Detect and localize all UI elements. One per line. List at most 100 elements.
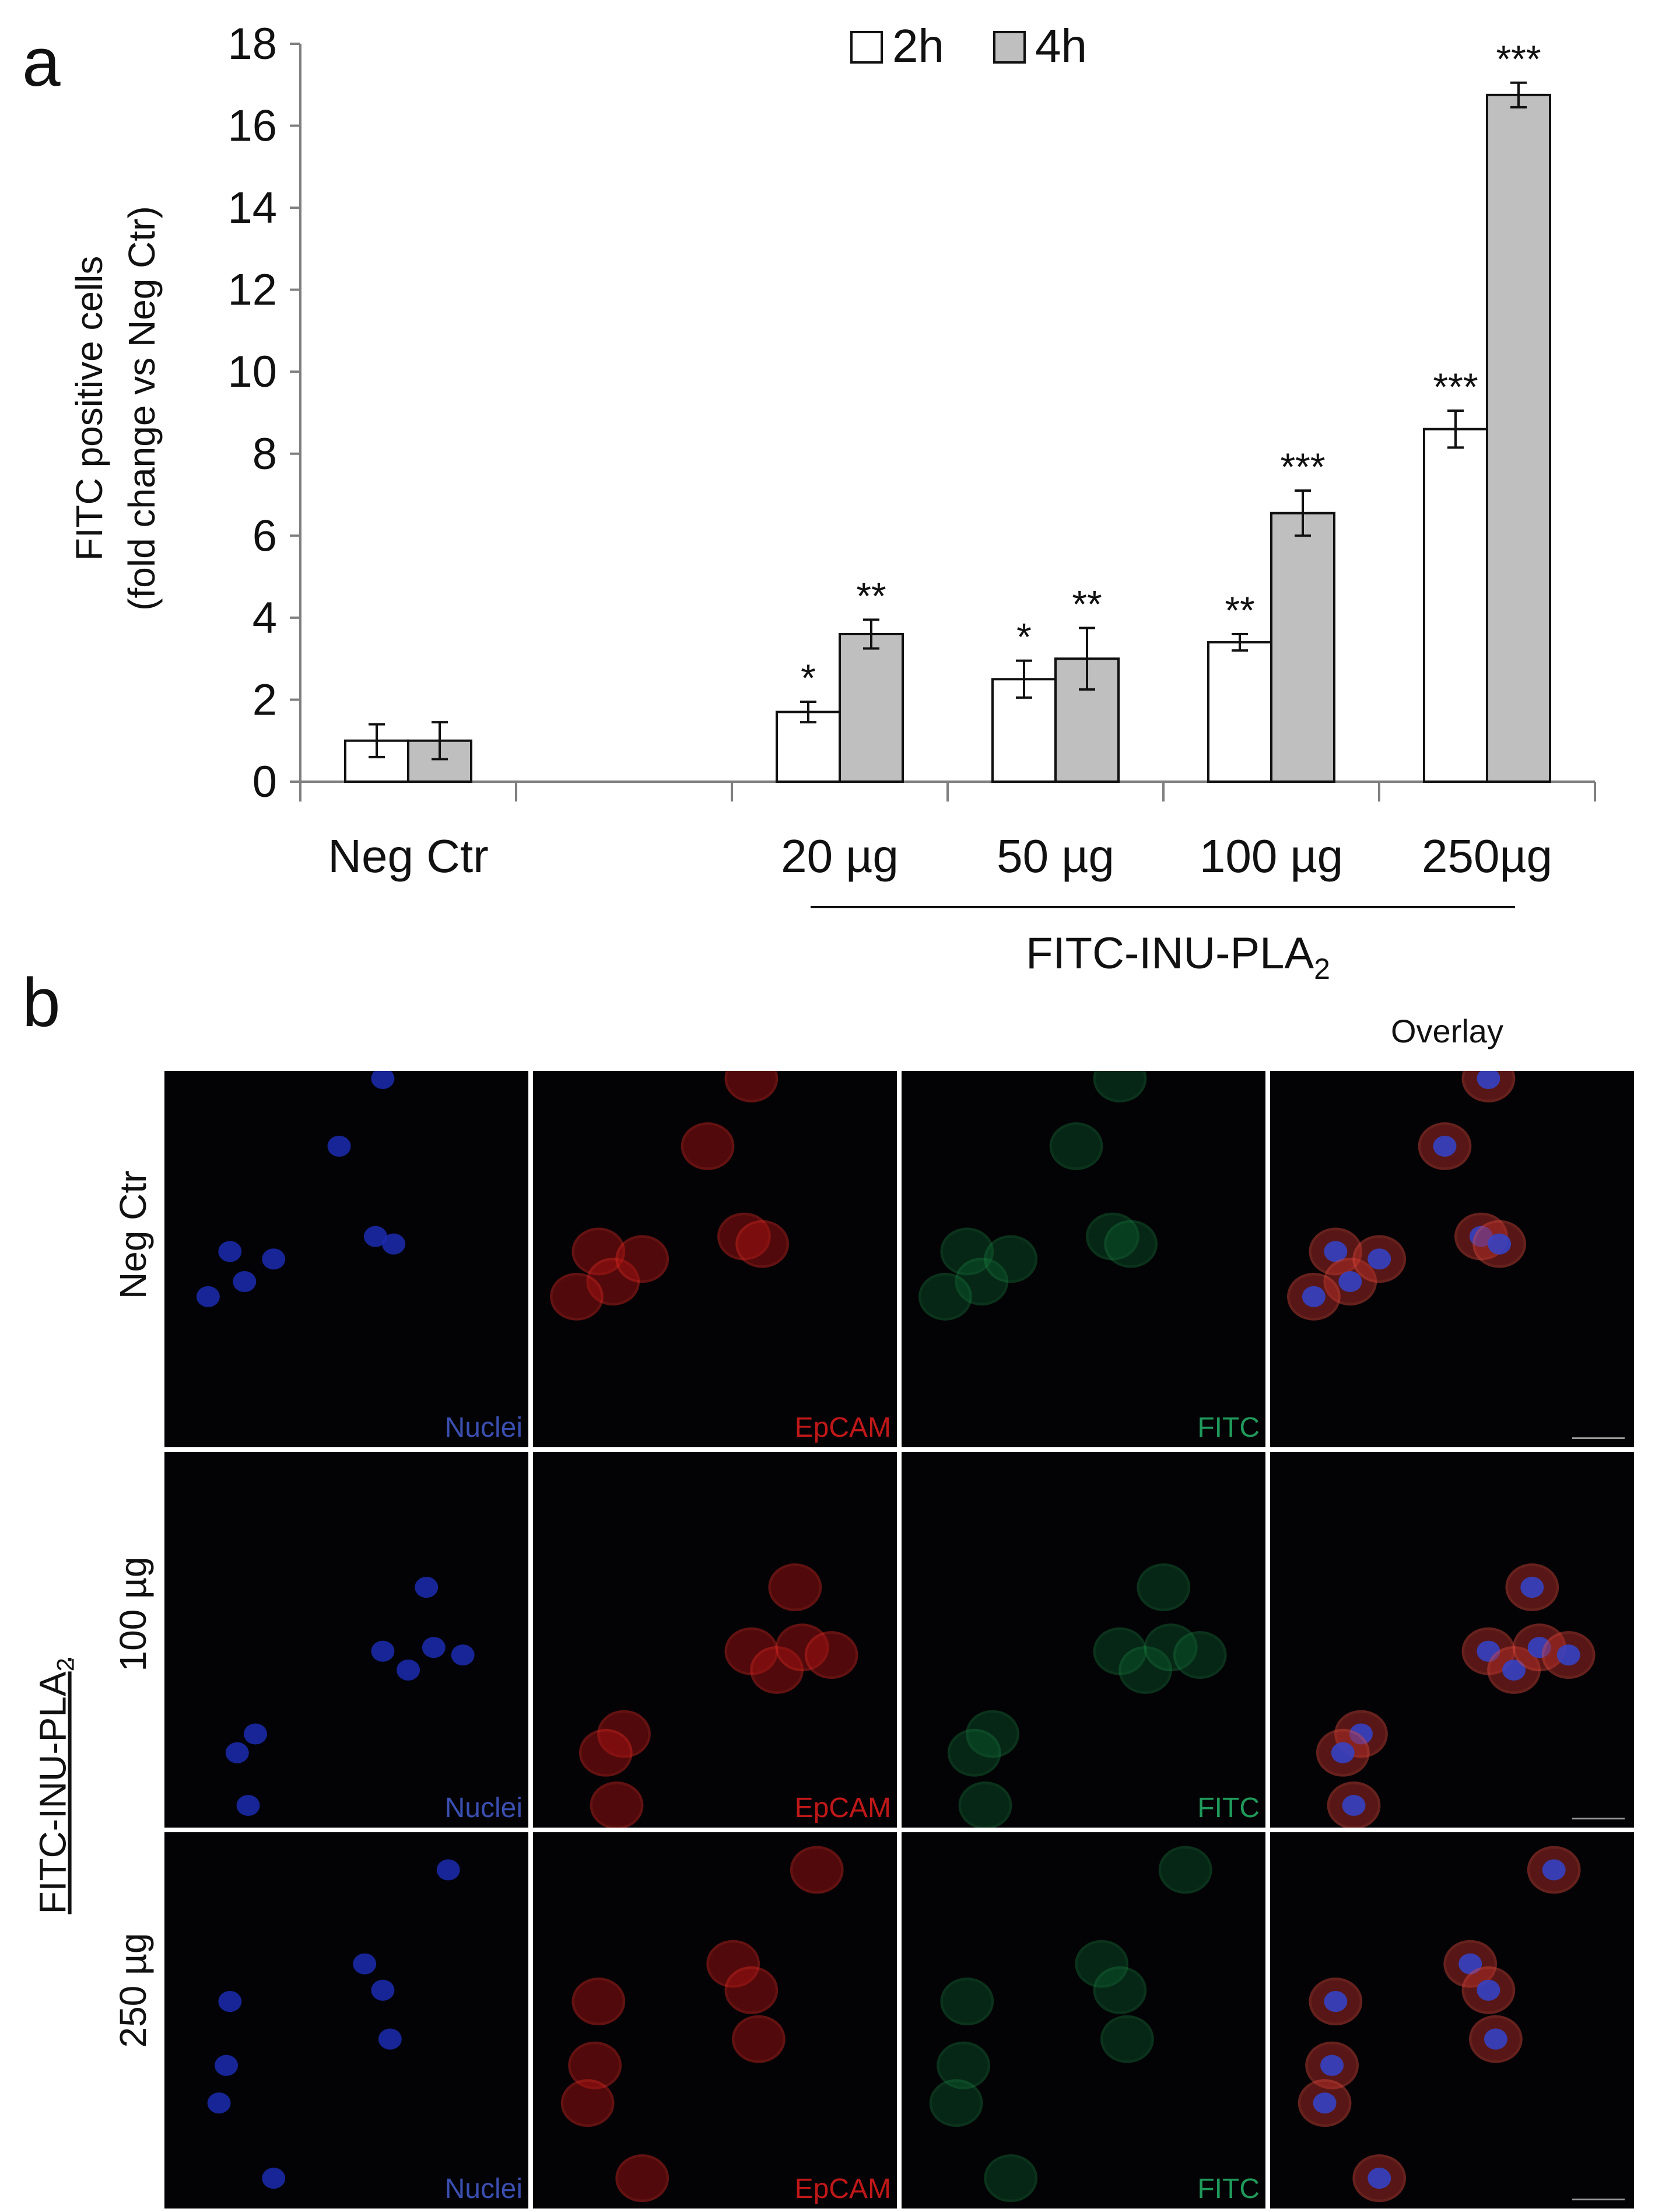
nucleus-shape	[1477, 1640, 1500, 1662]
cell-shape	[571, 1978, 626, 2026]
cell-shape	[735, 1220, 789, 1268]
bars	[344, 93, 1551, 783]
channel-label: Nuclei	[444, 1412, 523, 1443]
significance-label: *	[1016, 615, 1032, 659]
micrograph-image	[225, 1576, 475, 1816]
nucleus-shape	[382, 1233, 406, 1255]
nucleus-shape	[1542, 1859, 1566, 1881]
nucleus-shape	[1342, 1794, 1366, 1816]
micrograph-image	[560, 1846, 844, 2203]
x-axis: Neg Ctr 20 µg 50 µg 100 µg 250µg	[299, 780, 1596, 882]
nucleus-shape	[1368, 2168, 1391, 2189]
nucleus-shape	[1349, 1723, 1373, 1745]
cell-shape	[597, 1710, 651, 1758]
cell-shape	[940, 1227, 994, 1276]
x-category-label: 250µg	[1422, 830, 1552, 882]
nucleus-shape	[422, 1636, 446, 1658]
y-tick-label: 10	[227, 347, 277, 397]
x-category-label: Neg Ctr	[328, 830, 489, 882]
nucleus-shape	[1477, 1071, 1500, 1089]
micrograph-r2-c4	[1270, 1451, 1634, 1828]
y-tick-label: 4	[253, 593, 277, 643]
cell-shape	[958, 1781, 1012, 1828]
nucleus-shape	[225, 1742, 249, 1763]
significance-label: **	[856, 574, 886, 617]
y-tick-label: 12	[227, 265, 277, 315]
nucleus-shape	[1520, 1576, 1544, 1598]
nucleus-shape	[415, 1576, 439, 1598]
nucleus-shape	[378, 2028, 402, 2050]
channel-label: EpCAM	[794, 1412, 891, 1443]
nucleus-shape	[207, 2092, 231, 2114]
cell-shape	[804, 1630, 858, 1679]
cell-shape	[1104, 1220, 1158, 1268]
group-label: FITC-INU-PLA2	[1026, 929, 1330, 985]
cell-shape	[1093, 1627, 1147, 1675]
cell-shape	[1100, 2015, 1154, 2063]
legend: 2h 4h	[850, 20, 1087, 72]
micrograph-image	[1298, 1846, 1581, 2203]
x-category-label: 20 µg	[781, 830, 899, 882]
cell-shape	[590, 1781, 644, 1828]
cell-shape	[955, 1258, 1009, 1306]
cell-shape	[918, 1272, 972, 1321]
bar-2h	[991, 678, 1057, 783]
cell-shape	[1093, 1966, 1147, 2015]
y-tick-label: 2	[253, 675, 277, 724]
bar-4h	[1270, 512, 1335, 783]
cell-shape	[940, 1978, 994, 2026]
micrograph-r1-c3: FITC	[902, 1071, 1265, 1447]
cell-shape	[929, 2079, 983, 2127]
micrograph-grid: Nuclei EpCAM FITC Nuclei EpCAM FITC Nuclei EpCA…	[164, 1071, 1634, 2208]
channel-label: Nuclei	[444, 2174, 523, 2204]
cell-shape	[984, 1235, 1038, 1283]
y-tick-label: 0	[253, 757, 277, 807]
significance-label: ***	[1280, 445, 1325, 488]
micrograph-group-label: FITC-INU-PLA2	[31, 1658, 79, 1915]
cell-shape	[724, 1966, 779, 2015]
nucleus-shape	[363, 1226, 387, 1247]
cell-shape	[768, 1563, 822, 1611]
nucleus-shape	[1320, 2054, 1344, 2077]
significance-label: *	[801, 656, 816, 699]
cell-shape	[1144, 1623, 1198, 1671]
nucleus-shape	[371, 1071, 395, 1089]
micrograph-r3-c2: EpCAM	[533, 1832, 897, 2208]
nucleus-shape	[451, 1644, 475, 1665]
channel-label: FITC	[1197, 2174, 1260, 2204]
y-tick-label: 6	[253, 511, 277, 561]
nucleus-shape	[1433, 1135, 1457, 1157]
cell-shape	[1118, 1646, 1172, 1694]
cell-shape	[732, 2015, 786, 2063]
nucleus-shape	[1368, 1248, 1391, 1270]
micrograph-image	[1316, 1563, 1596, 1828]
nucleus-shape	[244, 1723, 267, 1745]
nucleus-shape	[218, 1241, 242, 1262]
nucleus-shape	[436, 1859, 460, 1881]
nucleus-shape	[371, 1980, 395, 2001]
micrograph-image	[196, 1071, 406, 1307]
micrograph-r1-c4	[1270, 1071, 1634, 1447]
bar-2h	[1207, 641, 1272, 783]
micrograph-image	[550, 1071, 789, 1321]
micrograph-r1-c1: Nuclei	[164, 1071, 528, 1447]
micrograph-r2-c2: EpCAM	[533, 1451, 897, 1828]
cell-shape	[550, 1272, 604, 1321]
cell-shape	[560, 2079, 615, 2127]
scale-bar	[1572, 1818, 1625, 1820]
nucleus-shape	[196, 1286, 220, 1307]
cell-shape	[1086, 1212, 1139, 1261]
nucleus-shape	[353, 1953, 377, 1975]
nucleus-shape	[1477, 1980, 1500, 2001]
nucleus-shape	[1324, 1241, 1348, 1262]
significance-labels: ********* ********	[801, 37, 1541, 699]
channel-label: EpCAM	[794, 1793, 891, 1824]
nucleus-shape	[233, 1270, 257, 1293]
micrograph-image	[929, 1846, 1212, 2203]
cell-shape	[586, 1258, 640, 1306]
nucleus-shape	[327, 1135, 351, 1157]
nucleus-shape	[215, 2054, 239, 2077]
micrograph-r3-c1: Nuclei	[164, 1832, 528, 2208]
channel-label: Nuclei	[444, 1793, 523, 1824]
micrograph-group-label-subscript: 2	[51, 1658, 79, 1672]
